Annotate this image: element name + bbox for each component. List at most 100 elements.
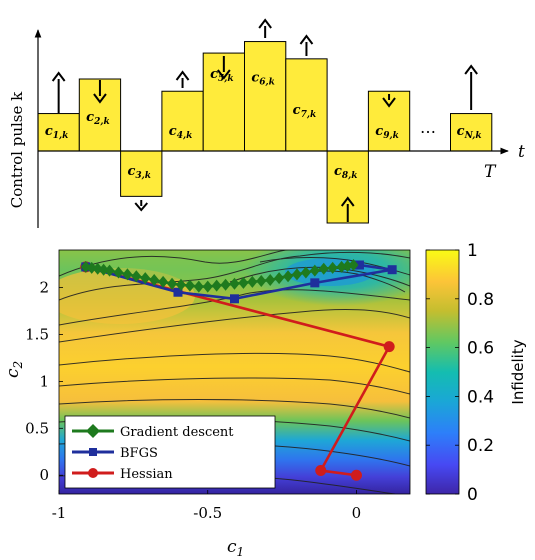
pulse-arrowhead	[340, 196, 355, 207]
data-point	[173, 287, 183, 297]
legend-square-marker	[89, 448, 97, 456]
data-point	[247, 275, 258, 288]
pulse-bar-rect	[120, 150, 163, 197]
heatmap-ticks: -1 -0.5 0 0 0.5 1 1.5 2	[25, 279, 361, 522]
pulse-bar-2: c2,k	[78, 78, 122, 152]
data-point	[238, 276, 249, 289]
data-point	[167, 277, 178, 290]
data-point	[310, 278, 320, 288]
data-point	[327, 261, 338, 274]
x-tick-label: -0.5	[193, 504, 222, 522]
data-point	[230, 294, 239, 304]
series-line	[85, 263, 393, 301]
data-point	[309, 264, 320, 277]
pulse-arrowhead	[175, 70, 190, 81]
colorbar-tick-label: 1	[467, 241, 478, 261]
pulse-bar-label: c4,k	[169, 124, 193, 141]
pulse-bar-rect	[161, 90, 204, 152]
pulse-bar-1: c1,k	[37, 71, 80, 152]
data-point	[387, 265, 397, 275]
data-point	[193, 280, 204, 293]
data-point	[300, 266, 311, 279]
data-point	[92, 262, 103, 275]
pulse-arrowhead	[258, 18, 272, 29]
colorbar-label: Infidelity	[509, 339, 527, 404]
data-point	[336, 260, 347, 273]
colorbar-tick-label: 0.4	[467, 387, 494, 407]
pulse-bar-3: c3,k	[120, 150, 163, 212]
pulse-bar-6: c6,k	[244, 18, 287, 152]
pulse-bar-label: c6,k	[251, 71, 275, 88]
colorbar-tick-label: 0.2	[467, 436, 494, 456]
pulse-bar-label: cN,k	[457, 124, 482, 141]
pulse-arrowhead	[299, 34, 314, 45]
series-gradient-descent	[80, 259, 359, 293]
x-axis-label: c1	[227, 537, 244, 559]
pulse-bar-rect	[450, 113, 493, 152]
control-pulse-plot: c1,k c2,k c3,k c4,k c5,k c6,k c7,k c8,k c9,k cN,k…	[8, 18, 525, 228]
legend-gradient-descent: Gradient descent	[120, 425, 234, 440]
pulse-bar-label: c1,k	[45, 124, 69, 141]
pulse-arrowhead	[51, 71, 66, 82]
y-tick-label: 0	[39, 466, 49, 484]
pulse-arrowhead	[464, 64, 478, 75]
legend-circle-marker	[88, 468, 98, 478]
y-tick-label: 1	[39, 372, 49, 390]
data-point	[348, 259, 359, 272]
data-point	[104, 264, 115, 277]
legend-bfgs: BFGS	[120, 446, 158, 461]
y-tick-label: 0.5	[25, 419, 49, 437]
pulse-bar-10: cN,k	[450, 64, 493, 152]
colorbar-tick-label: 0.8	[467, 290, 494, 310]
data-point	[98, 263, 109, 276]
data-point	[113, 266, 124, 279]
legend-hessian: Hessian	[120, 467, 173, 482]
pulse-bar-label: c8,k	[334, 164, 358, 181]
colorbar-tick-label: 0.6	[467, 339, 494, 359]
x-tick-label: 0	[352, 504, 362, 522]
data-point	[80, 260, 91, 273]
data-point	[158, 275, 169, 288]
ellipsis-label: …	[420, 118, 436, 137]
data-point	[175, 278, 186, 291]
data-point	[283, 270, 294, 283]
data-point	[220, 278, 231, 291]
data-point	[184, 279, 195, 292]
pulse-bar-label: c7,k	[293, 103, 317, 120]
data-point	[354, 260, 364, 270]
data-point	[256, 274, 267, 287]
pulse-bars: c1,k c2,k c3,k c4,k c5,k c6,k c7,k c8,k c9,k cN,k	[37, 18, 493, 224]
plot-frame	[58, 249, 411, 495]
pulse-bar-4: c4,k	[161, 70, 204, 152]
legend-diamond-marker	[86, 424, 100, 438]
data-point	[342, 259, 353, 272]
data-point	[318, 262, 329, 275]
y-tick-label: 1.5	[25, 325, 49, 343]
data-point	[86, 261, 97, 274]
pulse-bar-label: c9,k	[375, 124, 399, 141]
optimizer-paths	[80, 259, 397, 481]
colorbar-tick-label: 0	[467, 485, 478, 505]
data-point	[291, 268, 302, 281]
pulse-bar-label: c3,k	[127, 164, 151, 181]
data-point	[274, 272, 285, 285]
pulse-bar-rect	[285, 58, 328, 152]
data-point	[350, 469, 362, 481]
pulse-bar-9: c9,k	[367, 90, 411, 152]
y-axis-label: c2	[3, 361, 25, 378]
pulse-bar-label: c5,k	[210, 67, 234, 84]
pulse-bar-label: c2,k	[86, 110, 110, 127]
time-axis-label: t	[518, 142, 525, 162]
pulse-bar-rect	[244, 41, 287, 152]
data-point	[229, 277, 240, 290]
data-point	[122, 268, 133, 281]
pulse-bar-7: c7,k	[285, 34, 328, 152]
data-point	[140, 272, 151, 285]
data-point	[211, 279, 222, 292]
pulse-bar-8: c8,k	[326, 150, 369, 224]
data-point	[202, 280, 213, 293]
data-point	[315, 465, 327, 477]
legend: Gradient descent BFGS Hessian	[64, 415, 276, 489]
data-point	[383, 341, 395, 353]
